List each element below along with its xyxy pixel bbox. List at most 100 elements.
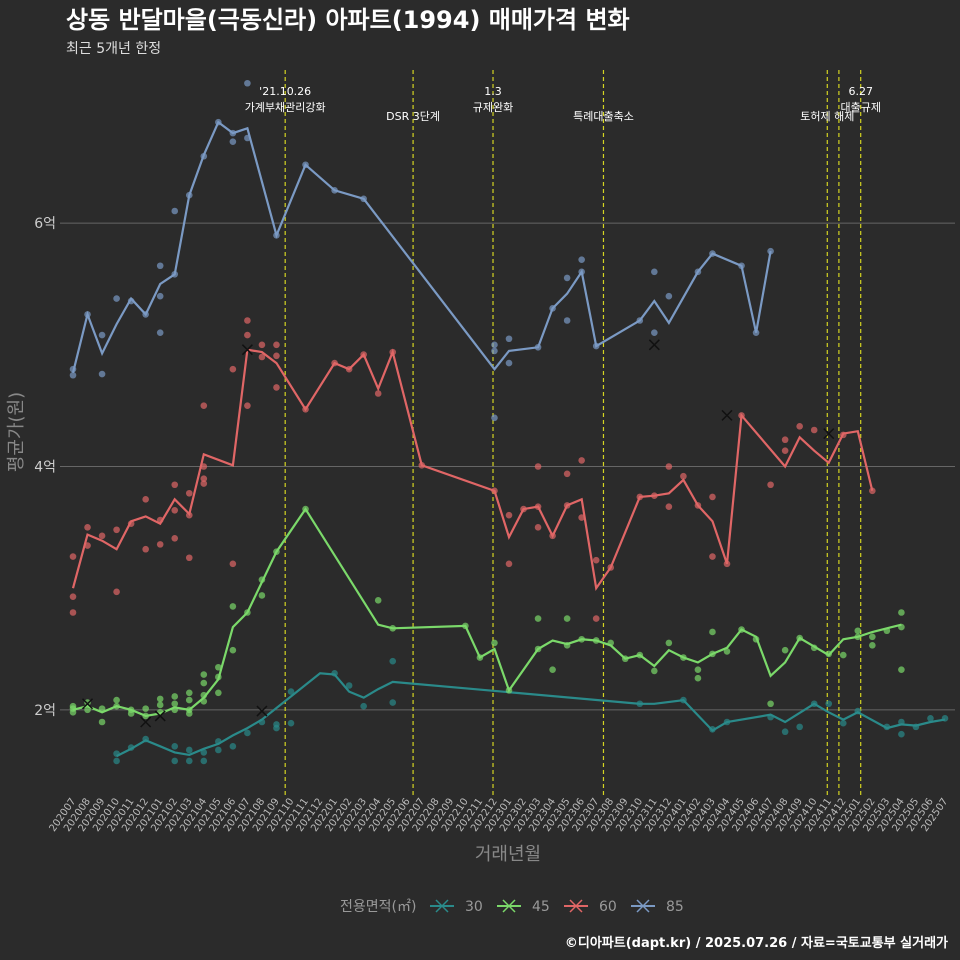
event-annotation: 특례대출축소	[573, 110, 634, 123]
data-point-30	[273, 721, 280, 728]
data-point-45	[215, 663, 222, 671]
data-point-60	[244, 402, 251, 409]
data-point-60	[84, 524, 91, 531]
series-line-60	[71, 348, 874, 592]
series-line-30	[116, 672, 946, 758]
data-point-60	[98, 532, 106, 540]
data-point-60	[244, 317, 251, 324]
data-point-45	[142, 705, 149, 712]
data-point-30	[215, 746, 222, 754]
caption: ©디아파트(dapt.kr) / 2025.07.26 / 자료=국토교통부 실…	[565, 935, 948, 951]
data-point-60	[200, 402, 208, 409]
data-point-45	[534, 615, 542, 622]
data-point-60	[374, 390, 382, 397]
data-point-60	[781, 436, 789, 444]
data-point-30	[229, 743, 237, 750]
data-point-45	[113, 696, 120, 704]
data-point-60	[142, 545, 149, 553]
data-point-30	[796, 723, 803, 731]
data-point-45	[185, 696, 193, 704]
series-line-85	[71, 120, 772, 374]
data-point-45	[98, 705, 106, 712]
event-annotation: 토허제 해제	[800, 109, 854, 123]
data-point-30	[200, 757, 208, 765]
data-point-60	[229, 365, 237, 373]
data-point-60	[200, 475, 208, 482]
data-point-30	[287, 688, 295, 695]
data-point-45	[665, 639, 673, 647]
data-point-85	[113, 295, 120, 302]
data-point-85	[156, 262, 164, 270]
data-point-85	[491, 414, 498, 422]
data-point-60	[258, 341, 266, 349]
legend-label-60: 60	[599, 899, 617, 915]
y-tick-label: 6억	[34, 216, 56, 232]
data-point-85	[98, 370, 106, 378]
data-point-45	[229, 646, 237, 654]
data-point-60	[171, 534, 179, 542]
data-point-45	[69, 702, 77, 710]
event-annotation: '21.10.26	[259, 85, 311, 98]
data-point-85	[578, 256, 585, 263]
series-line-45	[72, 507, 902, 718]
data-point-60	[69, 553, 77, 560]
data-point-30	[839, 719, 847, 727]
chart-subtitle: 최근 5개년 한정	[66, 41, 161, 57]
data-point-60	[244, 331, 251, 339]
x-axis-label: 거래년월	[475, 844, 541, 865]
data-point-85	[229, 138, 237, 145]
data-point-45	[200, 679, 208, 687]
data-point-45	[563, 615, 571, 622]
data-point-85	[563, 317, 571, 324]
data-point-30	[113, 757, 120, 765]
data-point-45	[156, 701, 164, 709]
data-point-30	[244, 729, 251, 737]
data-point-85	[491, 341, 498, 349]
data-point-30	[171, 743, 179, 750]
data-point-60	[680, 472, 687, 480]
data-point-45	[200, 671, 208, 678]
data-point-45	[84, 699, 91, 706]
data-point-45	[549, 666, 556, 673]
data-point-60	[665, 503, 673, 510]
data-point-85	[563, 274, 571, 282]
data-point-60	[229, 560, 237, 568]
cancel-mark-30	[256, 705, 268, 717]
data-point-30	[825, 700, 833, 708]
data-point-60	[273, 352, 280, 360]
y-axis-label: 평균가(원)	[6, 392, 27, 472]
data-point-85	[665, 292, 673, 300]
data-point-60	[767, 481, 774, 489]
data-point-85	[98, 331, 106, 339]
data-point-30	[781, 728, 789, 736]
legend-title: 전용면적(㎡)	[340, 899, 416, 915]
data-point-60	[869, 487, 876, 495]
data-point-30	[927, 715, 934, 722]
data-point-85	[651, 329, 658, 336]
cancel-mark-60	[823, 428, 835, 440]
data-point-30	[389, 657, 397, 665]
data-point-60	[534, 524, 542, 531]
data-point-45	[98, 718, 106, 726]
data-point-60	[505, 560, 513, 568]
data-point-60	[113, 526, 120, 534]
data-point-45	[229, 603, 237, 610]
legend-label-45: 45	[532, 899, 550, 915]
data-point-45	[898, 666, 905, 673]
data-point-30	[287, 719, 295, 727]
data-point-45	[84, 706, 91, 714]
data-point-85	[244, 79, 251, 87]
event-annotation: 가계부채관리강화	[245, 101, 326, 114]
cancel-mark-45	[154, 710, 166, 722]
data-point-45	[767, 700, 774, 708]
data-point-60	[171, 481, 179, 489]
data-point-45	[781, 646, 789, 654]
data-point-45	[171, 700, 179, 708]
data-point-45	[69, 708, 77, 716]
event-annotation: DSR 3단계	[386, 110, 440, 123]
legend-x-45	[502, 899, 516, 913]
data-point-60	[578, 457, 585, 464]
data-point-60	[810, 426, 818, 434]
data-point-60	[709, 493, 716, 501]
